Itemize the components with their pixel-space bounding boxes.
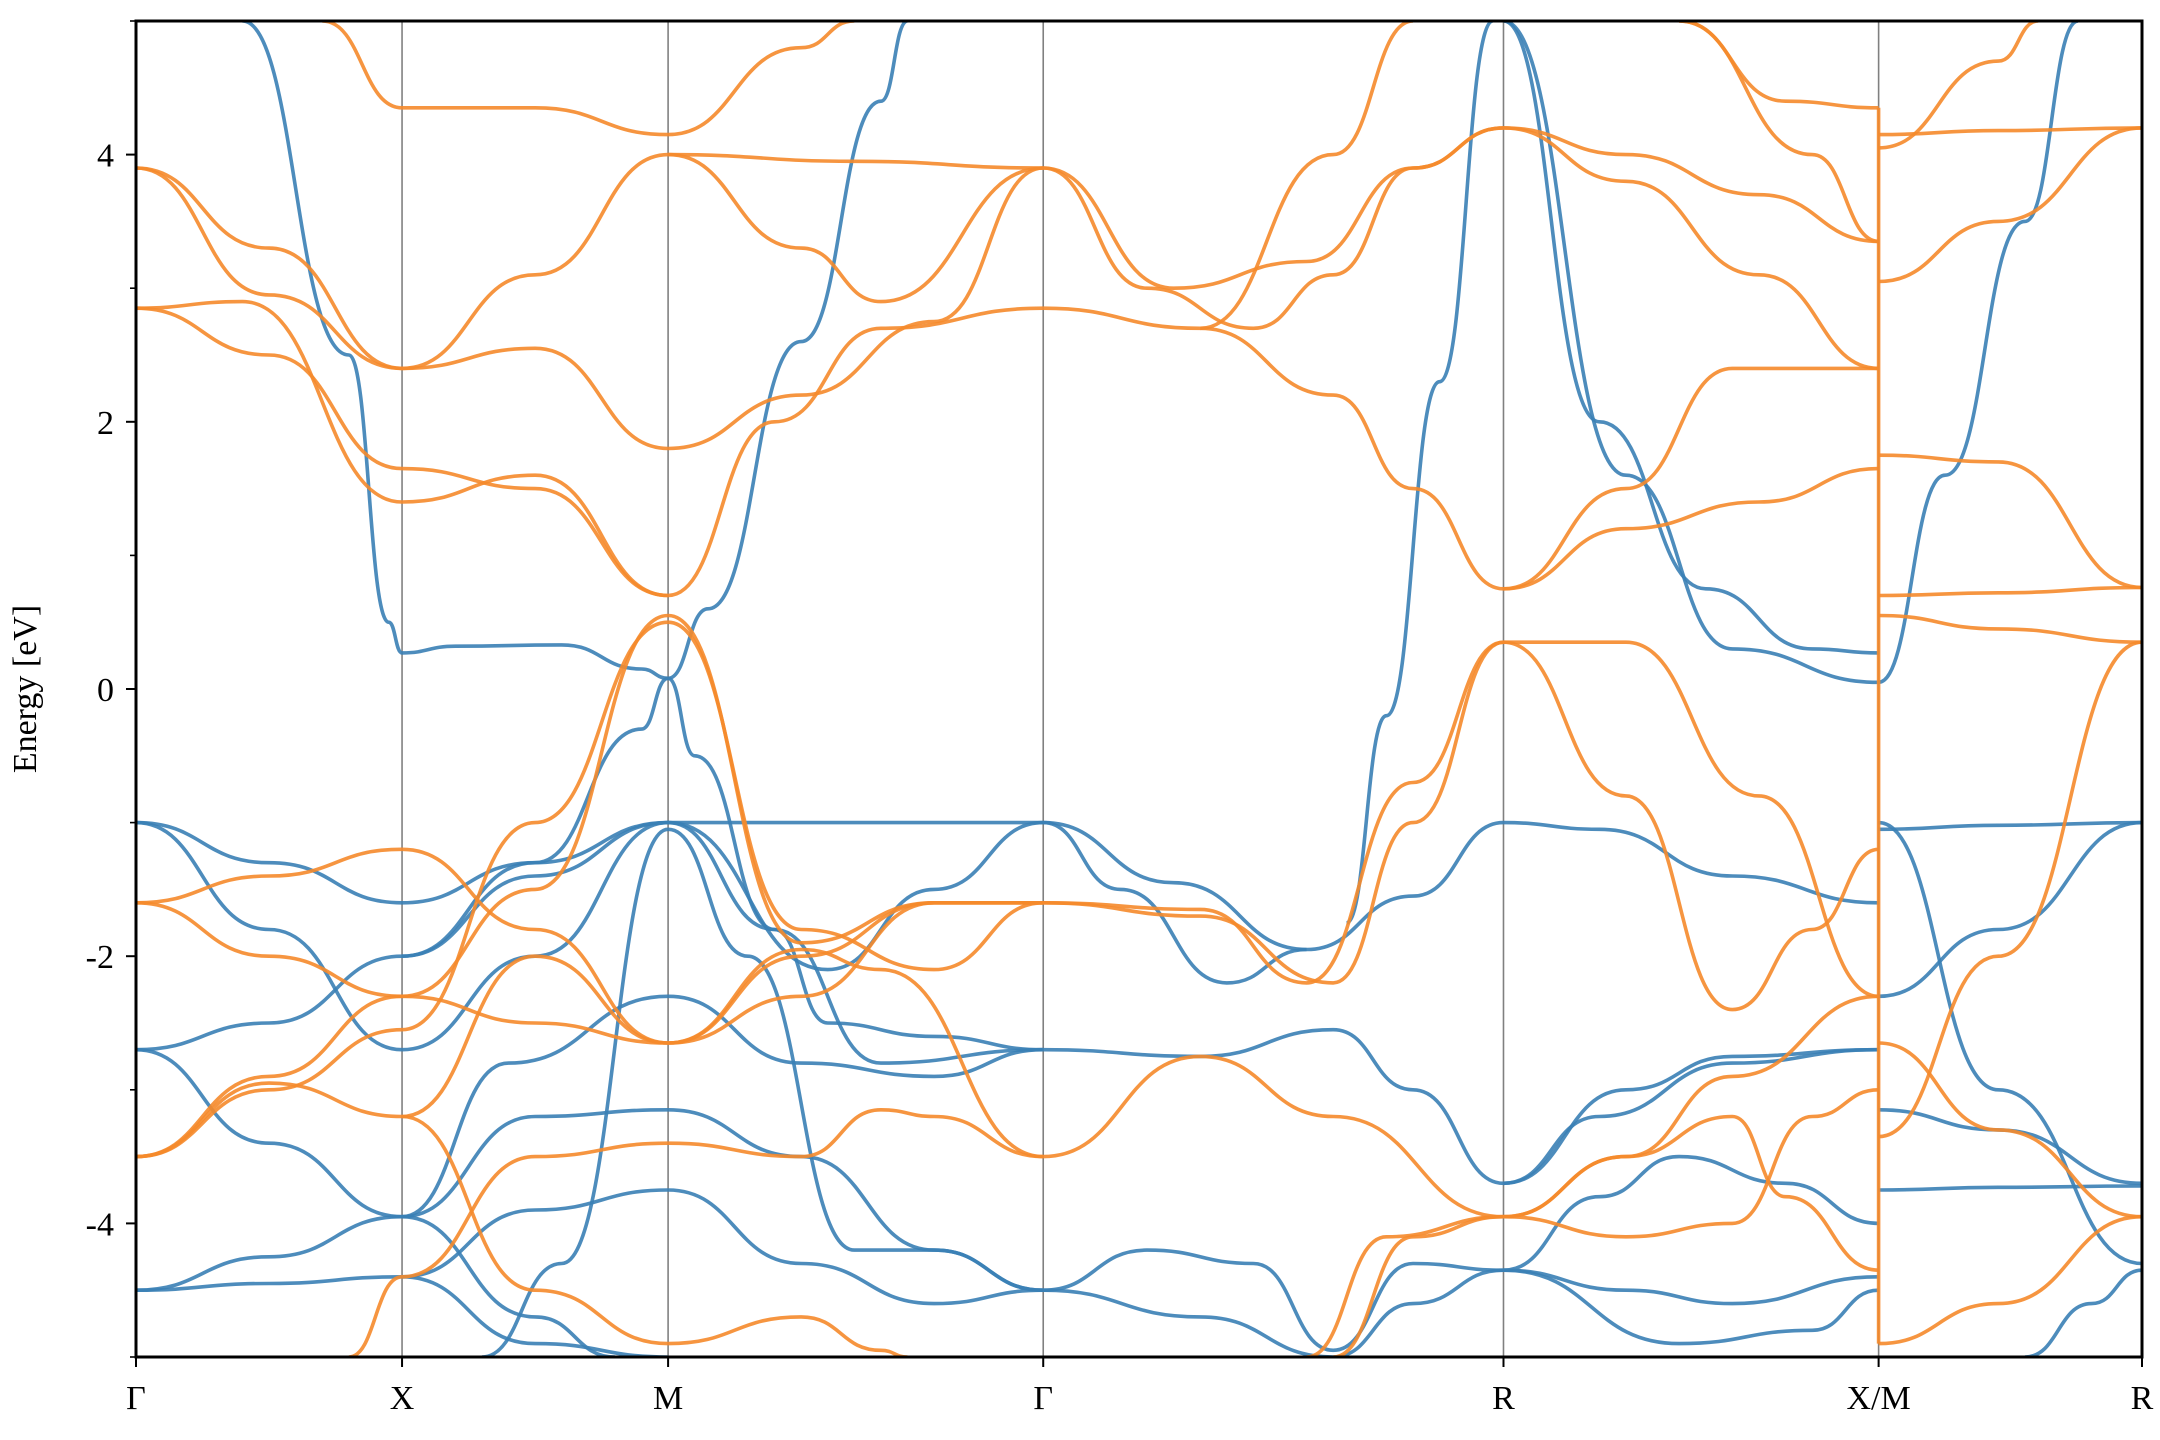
y-tick-label: -4 bbox=[86, 1206, 114, 1243]
band-b-7 bbox=[1200, 21, 1414, 331]
band-a-24 bbox=[2024, 1268, 2142, 1357]
y-tick-label: 4 bbox=[97, 138, 114, 175]
band-b-24 bbox=[1878, 585, 2142, 598]
y-axis-ticks: -4 -2 0 2 4 bbox=[86, 20, 136, 1358]
plot-frame bbox=[134, 19, 2144, 1359]
band-b-17 bbox=[348, 1108, 1044, 1357]
band-a-10 bbox=[401, 994, 1044, 1219]
y-axis-label: Energy [eV] bbox=[7, 605, 44, 773]
band-b-2 bbox=[136, 299, 1879, 598]
band-b-28 bbox=[1878, 21, 2039, 150]
band-a-13 bbox=[401, 1188, 1044, 1306]
band-a-22 bbox=[1878, 1108, 2142, 1186]
band-b-19 bbox=[1332, 1114, 1879, 1357]
x-tick-label: M bbox=[653, 1380, 683, 1417]
band-a-0 bbox=[242, 21, 909, 681]
band-b-23 bbox=[1878, 613, 2142, 644]
series-a-bands bbox=[136, 21, 2142, 1357]
band-b-20 bbox=[1878, 1214, 2142, 1346]
band-b-12 bbox=[136, 640, 1879, 1045]
band-b-3 bbox=[136, 306, 669, 598]
band-a-15 bbox=[1043, 1288, 1334, 1357]
y-tick-label: 2 bbox=[97, 405, 114, 442]
band-a-5 bbox=[136, 820, 1879, 952]
band-b-1 bbox=[136, 126, 1879, 451]
band-b-8 bbox=[1503, 366, 1879, 591]
band-a-12 bbox=[136, 1214, 615, 1357]
band-b-14 bbox=[136, 613, 1044, 1159]
band-b-27 bbox=[1878, 126, 2142, 137]
band-a-3 bbox=[1503, 21, 1879, 685]
y-tick-label: -2 bbox=[86, 939, 114, 976]
band-b-0 bbox=[136, 126, 1879, 371]
band-a-1 bbox=[1345, 21, 1494, 925]
band-b-16 bbox=[136, 1081, 908, 1357]
band-a-20 bbox=[1878, 820, 2142, 1266]
band-a-19 bbox=[1878, 820, 2142, 832]
x-tick-label: X bbox=[390, 1380, 415, 1417]
band-b-6 bbox=[668, 152, 1044, 170]
x-tick-label: Γ bbox=[126, 1380, 146, 1417]
band-a-18 bbox=[1503, 1268, 1879, 1346]
band-a-23 bbox=[1878, 1184, 2142, 1192]
band-b-21 bbox=[1878, 640, 2142, 1139]
band-b-11 bbox=[136, 640, 1879, 1045]
band-a-8 bbox=[136, 820, 1044, 1065]
band-b-10 bbox=[1679, 21, 1879, 244]
k-point-lines bbox=[401, 21, 1880, 1357]
x-tick-label: Γ bbox=[1033, 1380, 1053, 1417]
band-a-21 bbox=[1878, 820, 2142, 999]
x-tick-label: X/M bbox=[1846, 1380, 1910, 1417]
band-b-4 bbox=[402, 21, 855, 137]
band-b-18 bbox=[1306, 1088, 1879, 1357]
x-tick-label: R bbox=[2131, 1380, 2154, 1417]
y-tick-label: 0 bbox=[97, 672, 114, 709]
x-tick-label: R bbox=[1492, 1380, 1515, 1417]
band-a-16 bbox=[1333, 1154, 1879, 1357]
x-axis-ticks: Γ X M Γ R X/M R bbox=[126, 1357, 2154, 1417]
series-b-bands bbox=[136, 21, 2142, 1357]
band-b-26 bbox=[1878, 126, 2142, 284]
band-b-13 bbox=[136, 620, 1044, 1159]
band-a-17 bbox=[1503, 1047, 1879, 1186]
band-b-25 bbox=[1878, 453, 2142, 590]
band-a-2 bbox=[1503, 21, 1879, 655]
band-a-7 bbox=[401, 676, 1879, 1186]
band-b-22 bbox=[1878, 1041, 2142, 1219]
band-b-5 bbox=[322, 21, 403, 110]
band-a-4 bbox=[1878, 21, 2079, 685]
band-a-9 bbox=[136, 1047, 1044, 1292]
